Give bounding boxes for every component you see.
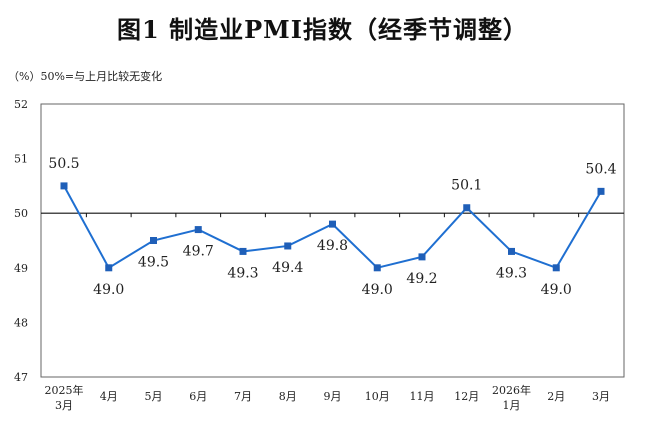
x-category-label-line: 10月: [365, 390, 390, 403]
x-category-label-line: 2月: [547, 390, 565, 403]
x-category-label: 2026年 1月: [492, 383, 531, 412]
data-label: 50.5: [48, 156, 79, 172]
data-point-marker: [329, 220, 336, 228]
y-tick-label: 50: [14, 207, 28, 220]
x-category-label-line: 7月: [234, 390, 252, 403]
data-point-marker: [373, 264, 381, 272]
markers-group: [60, 182, 605, 272]
x-axis-ticks: [85, 213, 580, 218]
x-category-label-line: 11月: [410, 390, 435, 403]
data-point-marker: [284, 242, 292, 250]
data-label: 49.2: [406, 271, 437, 287]
x-category-label-line: 12月: [454, 390, 479, 403]
data-label: 49.7: [183, 244, 214, 260]
x-category-label-line: 9月: [324, 390, 342, 403]
data-label: 49.0: [541, 282, 572, 298]
chart-title: 图1 制造业PMI指数（经季节调整）: [117, 15, 528, 44]
x-category-label: 7月: [234, 390, 252, 403]
y-tick-label: 52: [14, 98, 28, 111]
data-label: 49.3: [227, 265, 258, 281]
data-point-marker: [239, 247, 247, 255]
x-category-label: 10月: [365, 390, 390, 403]
data-label: 50.4: [585, 161, 616, 177]
data-label: 49.8: [317, 238, 348, 254]
data-point-marker: [150, 237, 157, 244]
x-category-label-line: 3月: [55, 399, 73, 412]
data-point-marker: [508, 247, 515, 255]
data-label: 49.3: [496, 265, 527, 281]
x-category-label-line: 2025年: [45, 383, 84, 397]
plot-area-border: [40, 103, 625, 378]
plot-frame: [40, 103, 625, 378]
x-category-label: 2月: [547, 390, 565, 403]
x-category-label: 8月: [279, 390, 297, 403]
data-label: 49.4: [272, 260, 303, 276]
x-category-label-line: 8月: [279, 390, 297, 403]
x-category-label: 4月: [100, 390, 118, 403]
x-category-label: 12月: [454, 390, 479, 403]
data-point-marker: [418, 253, 426, 261]
data-label: 49.5: [138, 255, 169, 271]
x-category-label-line: 2026年: [492, 383, 531, 397]
x-category-label-line: 5月: [145, 390, 163, 403]
y-tick-label: 48: [14, 316, 28, 329]
data-point-marker: [597, 187, 605, 195]
x-category-label-line: 1月: [503, 399, 521, 412]
x-category-label: 9月: [324, 390, 342, 403]
x-category-label: 2025年 3月: [45, 383, 84, 412]
data-point-marker: [105, 264, 113, 272]
data-point-marker: [60, 182, 68, 190]
y-axis-labels: 47 48 49 50 51 52: [14, 98, 28, 384]
data-labels-group: 50.5 49.0 49.5 49.7 49.3 49.4 49.8 49.0 49.2 50.1…: [48, 156, 616, 298]
data-label: 50.1: [451, 178, 482, 194]
x-category-label-line: 3月: [592, 390, 610, 403]
x-category-label: 11月: [410, 390, 435, 403]
x-category-label: 5月: [145, 390, 163, 403]
x-category-label: 3月: [592, 390, 610, 403]
y-tick-label: 49: [14, 262, 28, 275]
x-category-label: 6月: [189, 390, 207, 403]
data-point-marker: [194, 226, 202, 234]
x-labels-group: 2025年 3月 4月 5月 6月 7月 8月 9月 10月 11月 12月 2026年 1月 2月 3月: [45, 383, 611, 412]
x-category-label-line: 4月: [100, 390, 118, 403]
y-tick-label: 47: [14, 371, 28, 384]
data-point-marker: [463, 204, 471, 212]
unit-note: （%）50%=与上月比较无变化: [8, 70, 163, 83]
y-tick-label: 51: [14, 153, 28, 166]
data-label: 49.0: [362, 282, 393, 298]
x-category-label-line: 6月: [189, 390, 207, 403]
data-label: 49.0: [93, 282, 124, 298]
data-point-marker: [552, 264, 560, 272]
